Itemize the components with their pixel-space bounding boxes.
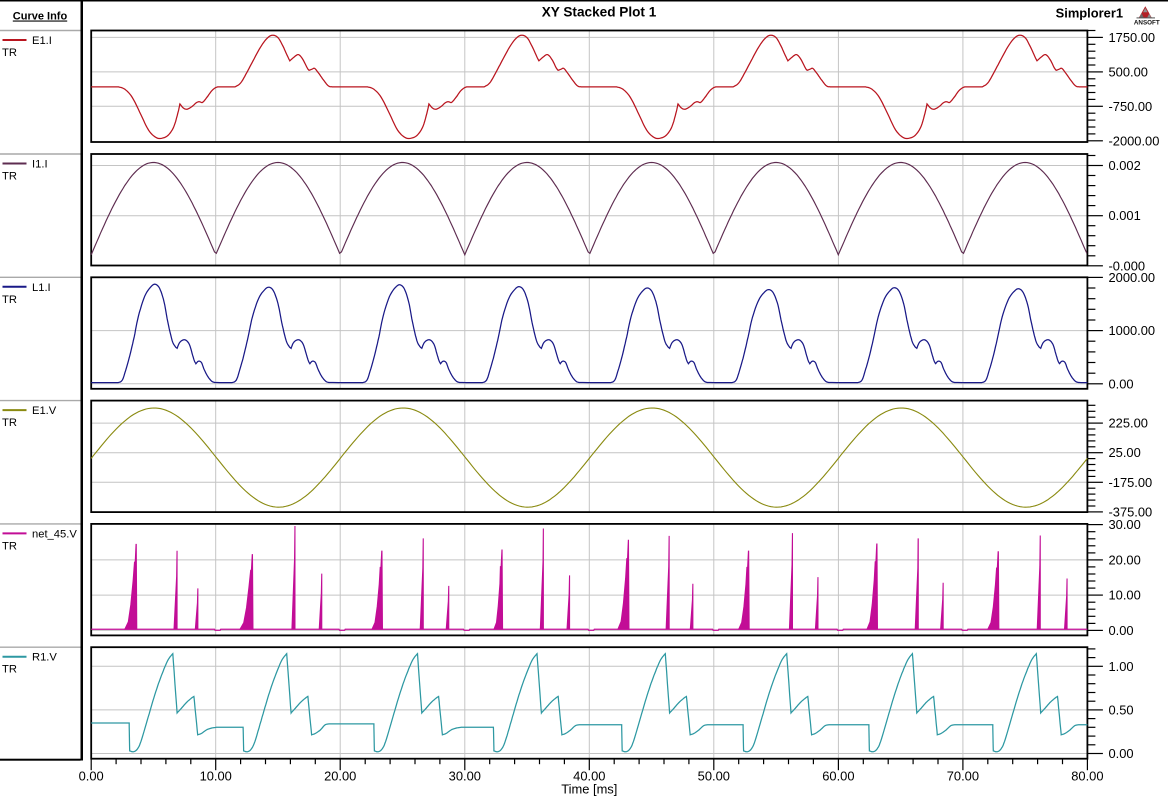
svg-text:TR: TR [2, 417, 17, 429]
svg-text:L1.I: L1.I [32, 282, 51, 294]
svg-text:XY Stacked Plot 1: XY Stacked Plot 1 [542, 5, 657, 20]
svg-text:1750.00: 1750.00 [1109, 30, 1156, 45]
svg-text:0.50: 0.50 [1109, 702, 1134, 717]
svg-text:0.00: 0.00 [1109, 376, 1134, 391]
svg-text:0.001: 0.001 [1109, 208, 1141, 223]
svg-text:E1.I: E1.I [32, 35, 52, 47]
svg-text:50.00: 50.00 [698, 769, 730, 784]
svg-text:I1.I: I1.I [32, 159, 48, 171]
svg-text:ANSOFT: ANSOFT [1134, 19, 1160, 26]
svg-text:20.00: 20.00 [1109, 552, 1141, 567]
svg-text:R1.V: R1.V [32, 652, 57, 664]
svg-text:70.00: 70.00 [947, 769, 979, 784]
svg-text:E1.V: E1.V [32, 405, 57, 417]
svg-text:0.002: 0.002 [1109, 158, 1141, 173]
svg-text:500.00: 500.00 [1109, 64, 1148, 79]
svg-text:-175.00: -175.00 [1109, 475, 1153, 490]
svg-text:net_45.V: net_45.V [32, 528, 77, 540]
svg-text:TR: TR [2, 294, 17, 306]
svg-text:25.00: 25.00 [1109, 445, 1141, 460]
svg-text:0.00: 0.00 [79, 769, 104, 784]
svg-text:2000.00: 2000.00 [1109, 270, 1156, 285]
svg-text:0.00: 0.00 [1109, 746, 1134, 761]
svg-text:1.00: 1.00 [1109, 659, 1134, 674]
svg-text:-750.00: -750.00 [1109, 99, 1153, 114]
svg-text:30.00: 30.00 [449, 769, 481, 784]
svg-text:10.00: 10.00 [1109, 588, 1141, 603]
svg-text:225.00: 225.00 [1109, 416, 1148, 431]
svg-text:Curve Info: Curve Info [13, 11, 68, 23]
svg-text:-2000.00: -2000.00 [1109, 133, 1160, 148]
svg-text:TR: TR [2, 47, 17, 59]
svg-text:1000.00: 1000.00 [1109, 323, 1156, 338]
svg-text:-0.000: -0.000 [1109, 258, 1146, 273]
svg-text:10.00: 10.00 [200, 769, 232, 784]
svg-text:30.00: 30.00 [1109, 517, 1141, 532]
svg-text:40.00: 40.00 [573, 769, 605, 784]
svg-text:60.00: 60.00 [822, 769, 854, 784]
svg-text:TR: TR [2, 664, 17, 676]
svg-text:20.00: 20.00 [324, 769, 356, 784]
svg-text:TR: TR [2, 171, 17, 183]
svg-text:80.00: 80.00 [1071, 769, 1103, 784]
svg-text:-375.00: -375.00 [1109, 504, 1153, 519]
svg-text:TR: TR [2, 540, 17, 552]
svg-text:Time [ms]: Time [ms] [561, 782, 617, 797]
svg-text:Simplorer1: Simplorer1 [1056, 6, 1123, 21]
svg-text:0.00: 0.00 [1109, 623, 1134, 638]
